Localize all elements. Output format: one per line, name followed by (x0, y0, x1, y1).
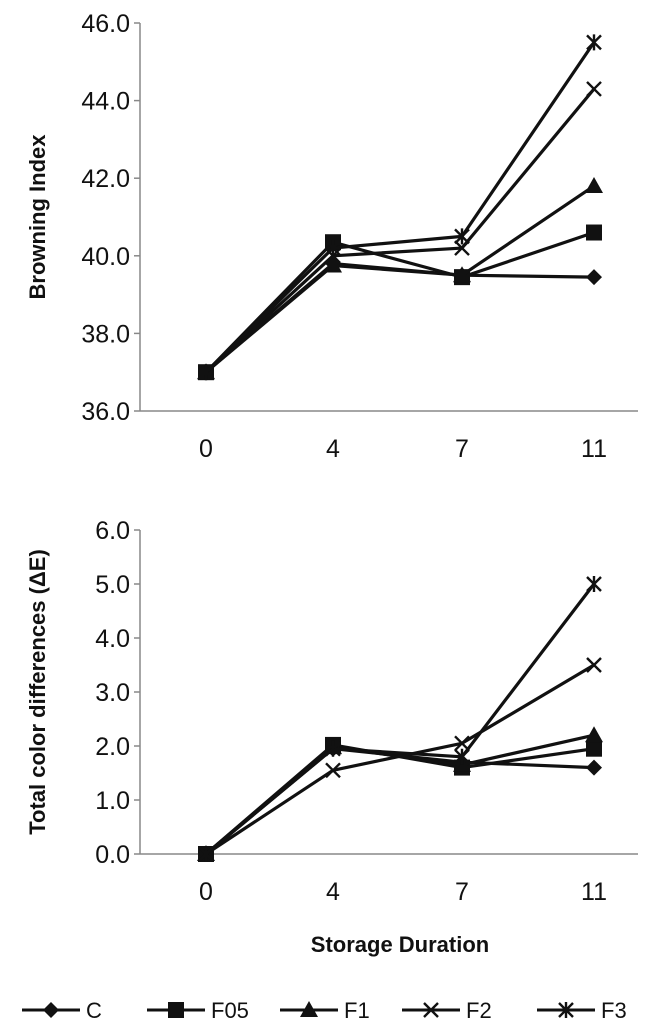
y-tick-label: 5.0 (95, 571, 130, 599)
x-tick-label: 0 (199, 878, 213, 906)
y-tick-label: 0.0 (95, 841, 130, 869)
legend-label: C (86, 998, 102, 1023)
legend: C F05 F1 F2 F3 (22, 998, 627, 1023)
x-axis-label: Storage Duration (311, 932, 489, 957)
y-tick-label: 46.0 (81, 10, 130, 38)
color-difference-chart: 0.0 1.0 2.0 3.0 4.0 5.0 6.0 0 4 7 11 Total color di… (25, 517, 638, 957)
y-tick-label: 40.0 (81, 243, 130, 271)
y-tick-label: 2.0 (95, 733, 130, 761)
y-axis-label: Browning Index (25, 134, 50, 300)
color-diff-f3-point (325, 740, 341, 757)
legend-item-c: C (22, 998, 102, 1023)
y-tick-label: 38.0 (81, 320, 130, 348)
x-tick-label: 4 (326, 435, 340, 463)
series-f2-line (204, 87, 596, 374)
color-diff-f2-point (586, 657, 602, 673)
legend-marker-f3 (558, 1002, 574, 1018)
legend-item-f1: F1 (280, 998, 370, 1023)
color-diff-f2-point (325, 762, 341, 779)
series-f1 (197, 176, 603, 380)
browning-f3-point (586, 34, 602, 51)
series-f1-line (204, 184, 595, 374)
legend-label: F1 (344, 998, 370, 1023)
series-c (198, 740, 602, 862)
y-tick-label: 4.0 (95, 625, 130, 653)
browning-f3-point (454, 228, 470, 245)
legend-label: F2 (466, 998, 492, 1023)
color-diff-f2-point (454, 735, 470, 752)
y-axis-label: Total color differences (ΔE) (25, 549, 50, 835)
browning-c-point (586, 269, 602, 286)
legend-label: F3 (601, 998, 627, 1023)
series-f3-line (204, 41, 596, 374)
series-f3-line (204, 583, 596, 856)
x-tick-label: 11 (581, 435, 607, 463)
series-f2 (198, 81, 602, 381)
y-tick-label: 6.0 (95, 517, 130, 545)
legend-marker-f2 (423, 1002, 439, 1018)
color-diff-f3-point (586, 576, 602, 592)
legend-item-f05: F05 (147, 998, 249, 1023)
y-tick-label: 1.0 (95, 787, 130, 815)
color-diff-f05-point (586, 740, 602, 757)
browning-f1-point (324, 256, 342, 273)
series-f3 (198, 34, 602, 381)
color-diff-f1-point (585, 726, 603, 743)
browning-f3-point (198, 364, 214, 381)
color-diff-c-point (586, 759, 602, 776)
series-c-line (204, 747, 595, 856)
x-tick-label: 11 (581, 878, 607, 906)
browning-f05-point (586, 224, 602, 241)
y-tick-label: 44.0 (81, 88, 130, 116)
browning-f2-point (586, 81, 602, 97)
browning-f2-point (454, 240, 470, 256)
series-f3 (198, 576, 602, 862)
y-tick-label: 42.0 (81, 165, 130, 193)
x-tick-label: 7 (455, 878, 469, 906)
browning-index-chart: 36.0 38.0 40.0 42.0 44.0 46.0 0 4 7 11 Browning In… (25, 10, 638, 463)
x-tick-label: 0 (199, 435, 213, 463)
legend-marker-f1 (300, 1001, 318, 1017)
series-f05 (198, 224, 602, 381)
legend-marker-c (43, 1002, 59, 1018)
legend-label: F05 (211, 998, 249, 1023)
x-tick-label: 7 (455, 435, 469, 463)
series-f05-line (204, 231, 595, 374)
color-diff-f3-point (198, 846, 214, 862)
series-f2-line (205, 663, 595, 856)
series-f2 (198, 657, 602, 862)
legend-marker-f05 (168, 1002, 184, 1018)
browning-f1-point (585, 176, 603, 193)
legend-item-f3: F3 (537, 998, 627, 1023)
legend-item-f2: F2 (402, 998, 492, 1023)
y-tick-label: 36.0 (81, 398, 130, 426)
color-diff-f3-point (454, 748, 470, 765)
y-tick-label: 3.0 (95, 679, 130, 707)
x-tick-label: 4 (326, 878, 340, 906)
browning-f3-point (325, 240, 341, 257)
series-f1 (197, 726, 603, 861)
series-f05-line (204, 743, 595, 856)
browning-f1-point (453, 266, 471, 283)
